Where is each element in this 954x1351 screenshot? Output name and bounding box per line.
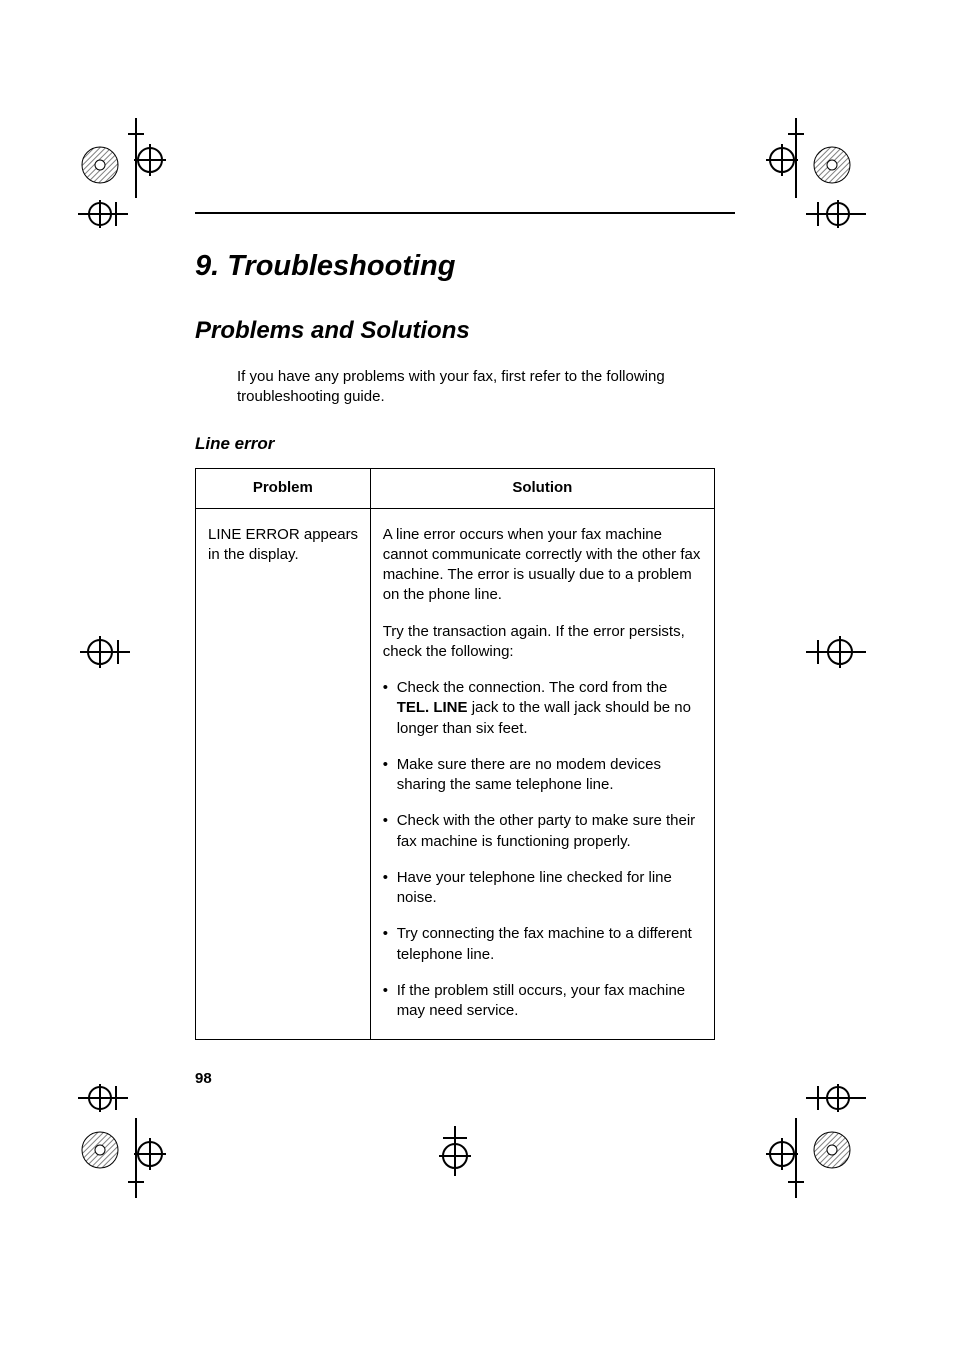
solution-para: A line error occurs when your fax machin…: [383, 525, 704, 606]
bullet-text: Check the connection. The cord from the: [397, 679, 668, 696]
table-header-problem: Problem: [196, 468, 371, 508]
section-title: Problems and Solutions: [195, 317, 735, 345]
page-number: 98: [195, 1070, 212, 1087]
solution-bullet: Check with the other party to make sure …: [383, 811, 704, 852]
table-header-row: Problem Solution: [196, 468, 715, 508]
troubleshooting-table: Problem Solution LINE ERROR appears in t…: [195, 468, 715, 1041]
subsection-title: Line error: [195, 434, 735, 454]
intro-text: If you have any problems with your fax, …: [237, 367, 735, 408]
crop-mark-bottom-right: [746, 1078, 866, 1198]
table-header-solution: Solution: [370, 468, 714, 508]
solution-bullet: Make sure there are no modem devices sha…: [383, 755, 704, 796]
solution-bullet: Have your telephone line checked for lin…: [383, 868, 704, 909]
bullet-bold: TEL. LINE: [397, 699, 468, 716]
solution-cell: A line error occurs when your fax machin…: [370, 508, 714, 1040]
problem-cell: LINE ERROR appears in the display.: [196, 508, 371, 1040]
crop-mark-bottom-center: [430, 1126, 480, 1176]
chapter-title: 9. Troubleshooting: [195, 250, 735, 283]
crop-mark-left-mid: [80, 632, 130, 672]
solution-bullet: Check the connection. The cord from the …: [383, 678, 704, 739]
crop-mark-right-mid: [806, 632, 866, 672]
page: 9. Troubleshooting Problems and Solution…: [0, 0, 954, 1351]
solution-bullet-list: Check the connection. The cord from the …: [383, 678, 704, 1021]
content-area: 9. Troubleshooting Problems and Solution…: [195, 212, 735, 1040]
solution-bullet: Try connecting the fax machine to a diff…: [383, 924, 704, 965]
table-row: LINE ERROR appears in the display. A lin…: [196, 508, 715, 1040]
solution-para: Try the transaction again. If the error …: [383, 622, 704, 663]
crop-mark-top-left: [78, 118, 178, 228]
crop-mark-top-right: [746, 118, 866, 228]
solution-bullet: If the problem still occurs, your fax ma…: [383, 981, 704, 1022]
crop-mark-bottom-left: [78, 1078, 178, 1198]
top-rule: [195, 212, 735, 214]
